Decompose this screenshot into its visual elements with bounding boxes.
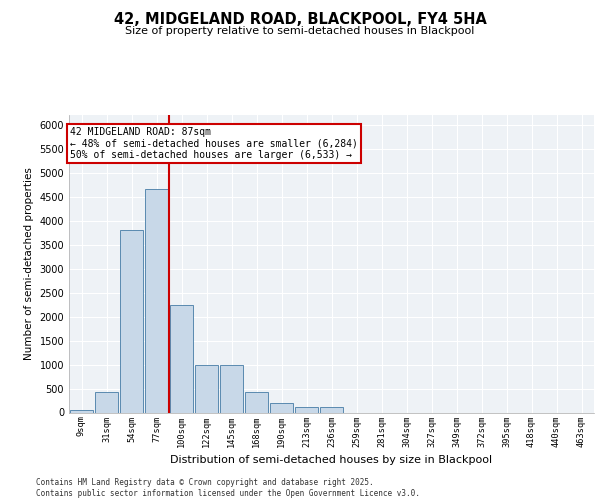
- Bar: [245, 392, 268, 412]
- Bar: [220, 364, 244, 412]
- Text: Size of property relative to semi-detached houses in Blackpool: Size of property relative to semi-detach…: [125, 26, 475, 36]
- Text: Contains HM Land Registry data © Crown copyright and database right 2025.
Contai: Contains HM Land Registry data © Crown c…: [36, 478, 420, 498]
- Bar: [320, 407, 343, 412]
- Bar: [70, 410, 94, 412]
- X-axis label: Distribution of semi-detached houses by size in Blackpool: Distribution of semi-detached houses by …: [170, 455, 493, 465]
- Bar: [95, 392, 118, 412]
- Bar: [145, 190, 169, 412]
- Text: 42 MIDGELAND ROAD: 87sqm
← 48% of semi-detached houses are smaller (6,284)
50% o: 42 MIDGELAND ROAD: 87sqm ← 48% of semi-d…: [70, 127, 358, 160]
- Bar: [194, 364, 218, 412]
- Y-axis label: Number of semi-detached properties: Number of semi-detached properties: [24, 168, 34, 360]
- Bar: [295, 406, 319, 412]
- Text: 42, MIDGELAND ROAD, BLACKPOOL, FY4 5HA: 42, MIDGELAND ROAD, BLACKPOOL, FY4 5HA: [113, 12, 487, 28]
- Bar: [269, 403, 293, 412]
- Bar: [170, 304, 193, 412]
- Bar: [119, 230, 143, 412]
